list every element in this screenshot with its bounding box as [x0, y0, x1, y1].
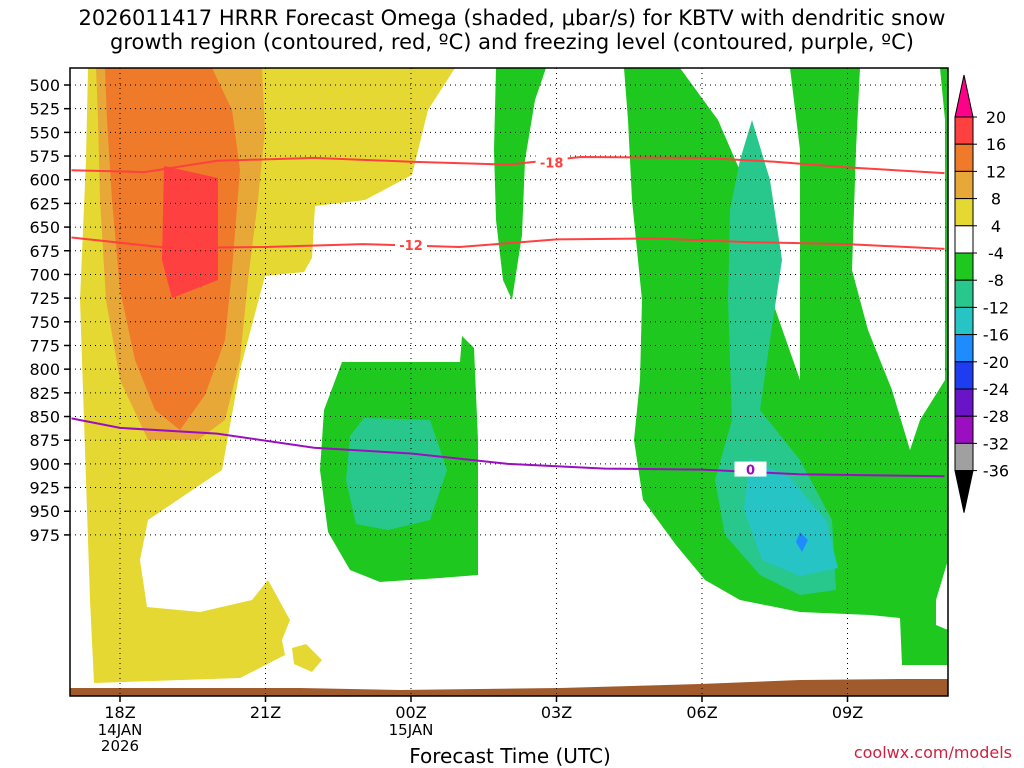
omega-region-16: [162, 166, 218, 298]
y-tick-label: 550: [29, 123, 60, 142]
chart-title: 2026011417 HRRR Forecast Omega (shaded, …: [78, 6, 946, 54]
axes: 500 525 550 575 600 625 650 675 700 725 750 775 800 8…: [29, 67, 949, 755]
omega-region-neg12-c: [744, 458, 838, 576]
colorbar-label: -12: [983, 298, 1009, 317]
y-tick-label: 850: [29, 408, 60, 427]
y-tick-label: 925: [29, 479, 60, 498]
colorbar-label: -32: [983, 434, 1009, 453]
x-date-label: 15JAN: [389, 721, 434, 739]
x-tick-label: 21Z: [250, 703, 281, 722]
x-axis-title: Forecast Time (UTC): [409, 744, 611, 768]
y-tick-label: 650: [29, 218, 60, 237]
y-tick-label: 825: [29, 384, 60, 403]
y-tick-label: 600: [29, 171, 60, 190]
omega-region-neg4-b: [494, 68, 546, 300]
contour-dgz-lower: [71, 236, 945, 250]
colorbar-bin: [954, 252, 974, 281]
colorbar-bin: [954, 198, 974, 227]
y-tick-label: 750: [29, 313, 60, 332]
colorbar-bin: [954, 306, 974, 336]
omega-region-white-notch-1: [680, 68, 800, 380]
colorbar-label: -20: [983, 353, 1009, 372]
x-tick-label: 03Z: [541, 703, 572, 722]
colorbar-bin: [954, 334, 974, 363]
y-tick-label: 525: [29, 100, 60, 119]
omega-region-neg16-c: [796, 532, 808, 552]
colorbar-bottom-arrow: [954, 470, 974, 513]
colorbar-bin: [954, 415, 974, 444]
omega-region-neg8-a: [346, 418, 447, 530]
y-tick-label: 875: [29, 431, 60, 450]
contour-label-dgz-upper: -18: [540, 157, 564, 172]
y-tick-label: 975: [29, 526, 60, 545]
y-tick-label: 725: [29, 289, 60, 308]
credit-link[interactable]: coolwx.com/models: [853, 743, 1012, 762]
y-tick-label: 950: [29, 502, 60, 521]
x-tick-label: 18Z: [104, 703, 135, 722]
x-year-label: 2026: [101, 737, 139, 755]
colorbar-bin: [954, 143, 974, 172]
contour-label-dgz-lower: -12: [399, 239, 423, 254]
plot-frame: [69, 67, 949, 697]
contour-label-freezing-level: 0: [746, 464, 755, 479]
colorbar-bin: [954, 116, 974, 145]
colorbar-bin: [954, 279, 974, 308]
colorbar-label: 16: [986, 135, 1006, 154]
colorbar-bin: [954, 170, 974, 200]
x-tick-label: 09Z: [832, 703, 863, 722]
y-tick-label: 700: [29, 265, 60, 284]
colorbar-bin: [954, 442, 974, 472]
colorbar-top-arrow: [954, 74, 974, 118]
x-date-label: 14JAN: [98, 721, 143, 739]
y-tick-label: 900: [29, 455, 60, 474]
y-tick-label: 800: [29, 360, 60, 379]
omega-region-white-notch-2: [852, 68, 945, 450]
terrain-strip: [70, 679, 948, 696]
colorbar-label: -28: [983, 407, 1009, 426]
omega-region-4-small: [292, 644, 322, 672]
y-tick-label: 775: [29, 336, 60, 355]
colorbar-label: 20: [986, 108, 1006, 127]
colorbar-label: -4: [988, 244, 1004, 263]
colorbar-label: -36: [983, 462, 1009, 481]
x-tick-label: 06Z: [686, 703, 717, 722]
y-tick-label: 500: [29, 76, 60, 95]
colorbar-bin: [954, 388, 974, 417]
contour-label-bg: [535, 154, 568, 170]
temperature-contours: -18 -12 0: [71, 154, 945, 479]
colorbar-label: 12: [986, 162, 1006, 181]
colorbar-bin: [954, 225, 974, 254]
y-tick-label: 625: [29, 194, 60, 213]
contour-label-bg: [395, 237, 427, 253]
colorbar-label: -24: [983, 380, 1009, 399]
colorbar-label: -16: [983, 326, 1009, 345]
contour-dgz-upper: [71, 155, 945, 175]
colorbar-label: 8: [991, 190, 1001, 209]
contour-label-bg: [734, 461, 767, 477]
y-tick-label: 575: [29, 147, 60, 166]
colorbar: 20 16 12 8 4 -4 -8 -12 -16 -20 -24 -28 -32 -36: [954, 74, 1009, 513]
colorbar-bin: [954, 361, 974, 390]
x-tick-label: 00Z: [395, 703, 426, 722]
colorbar-label: -8: [988, 271, 1004, 290]
colorbar-label: 4: [991, 217, 1001, 236]
y-tick-label: 675: [29, 242, 60, 261]
